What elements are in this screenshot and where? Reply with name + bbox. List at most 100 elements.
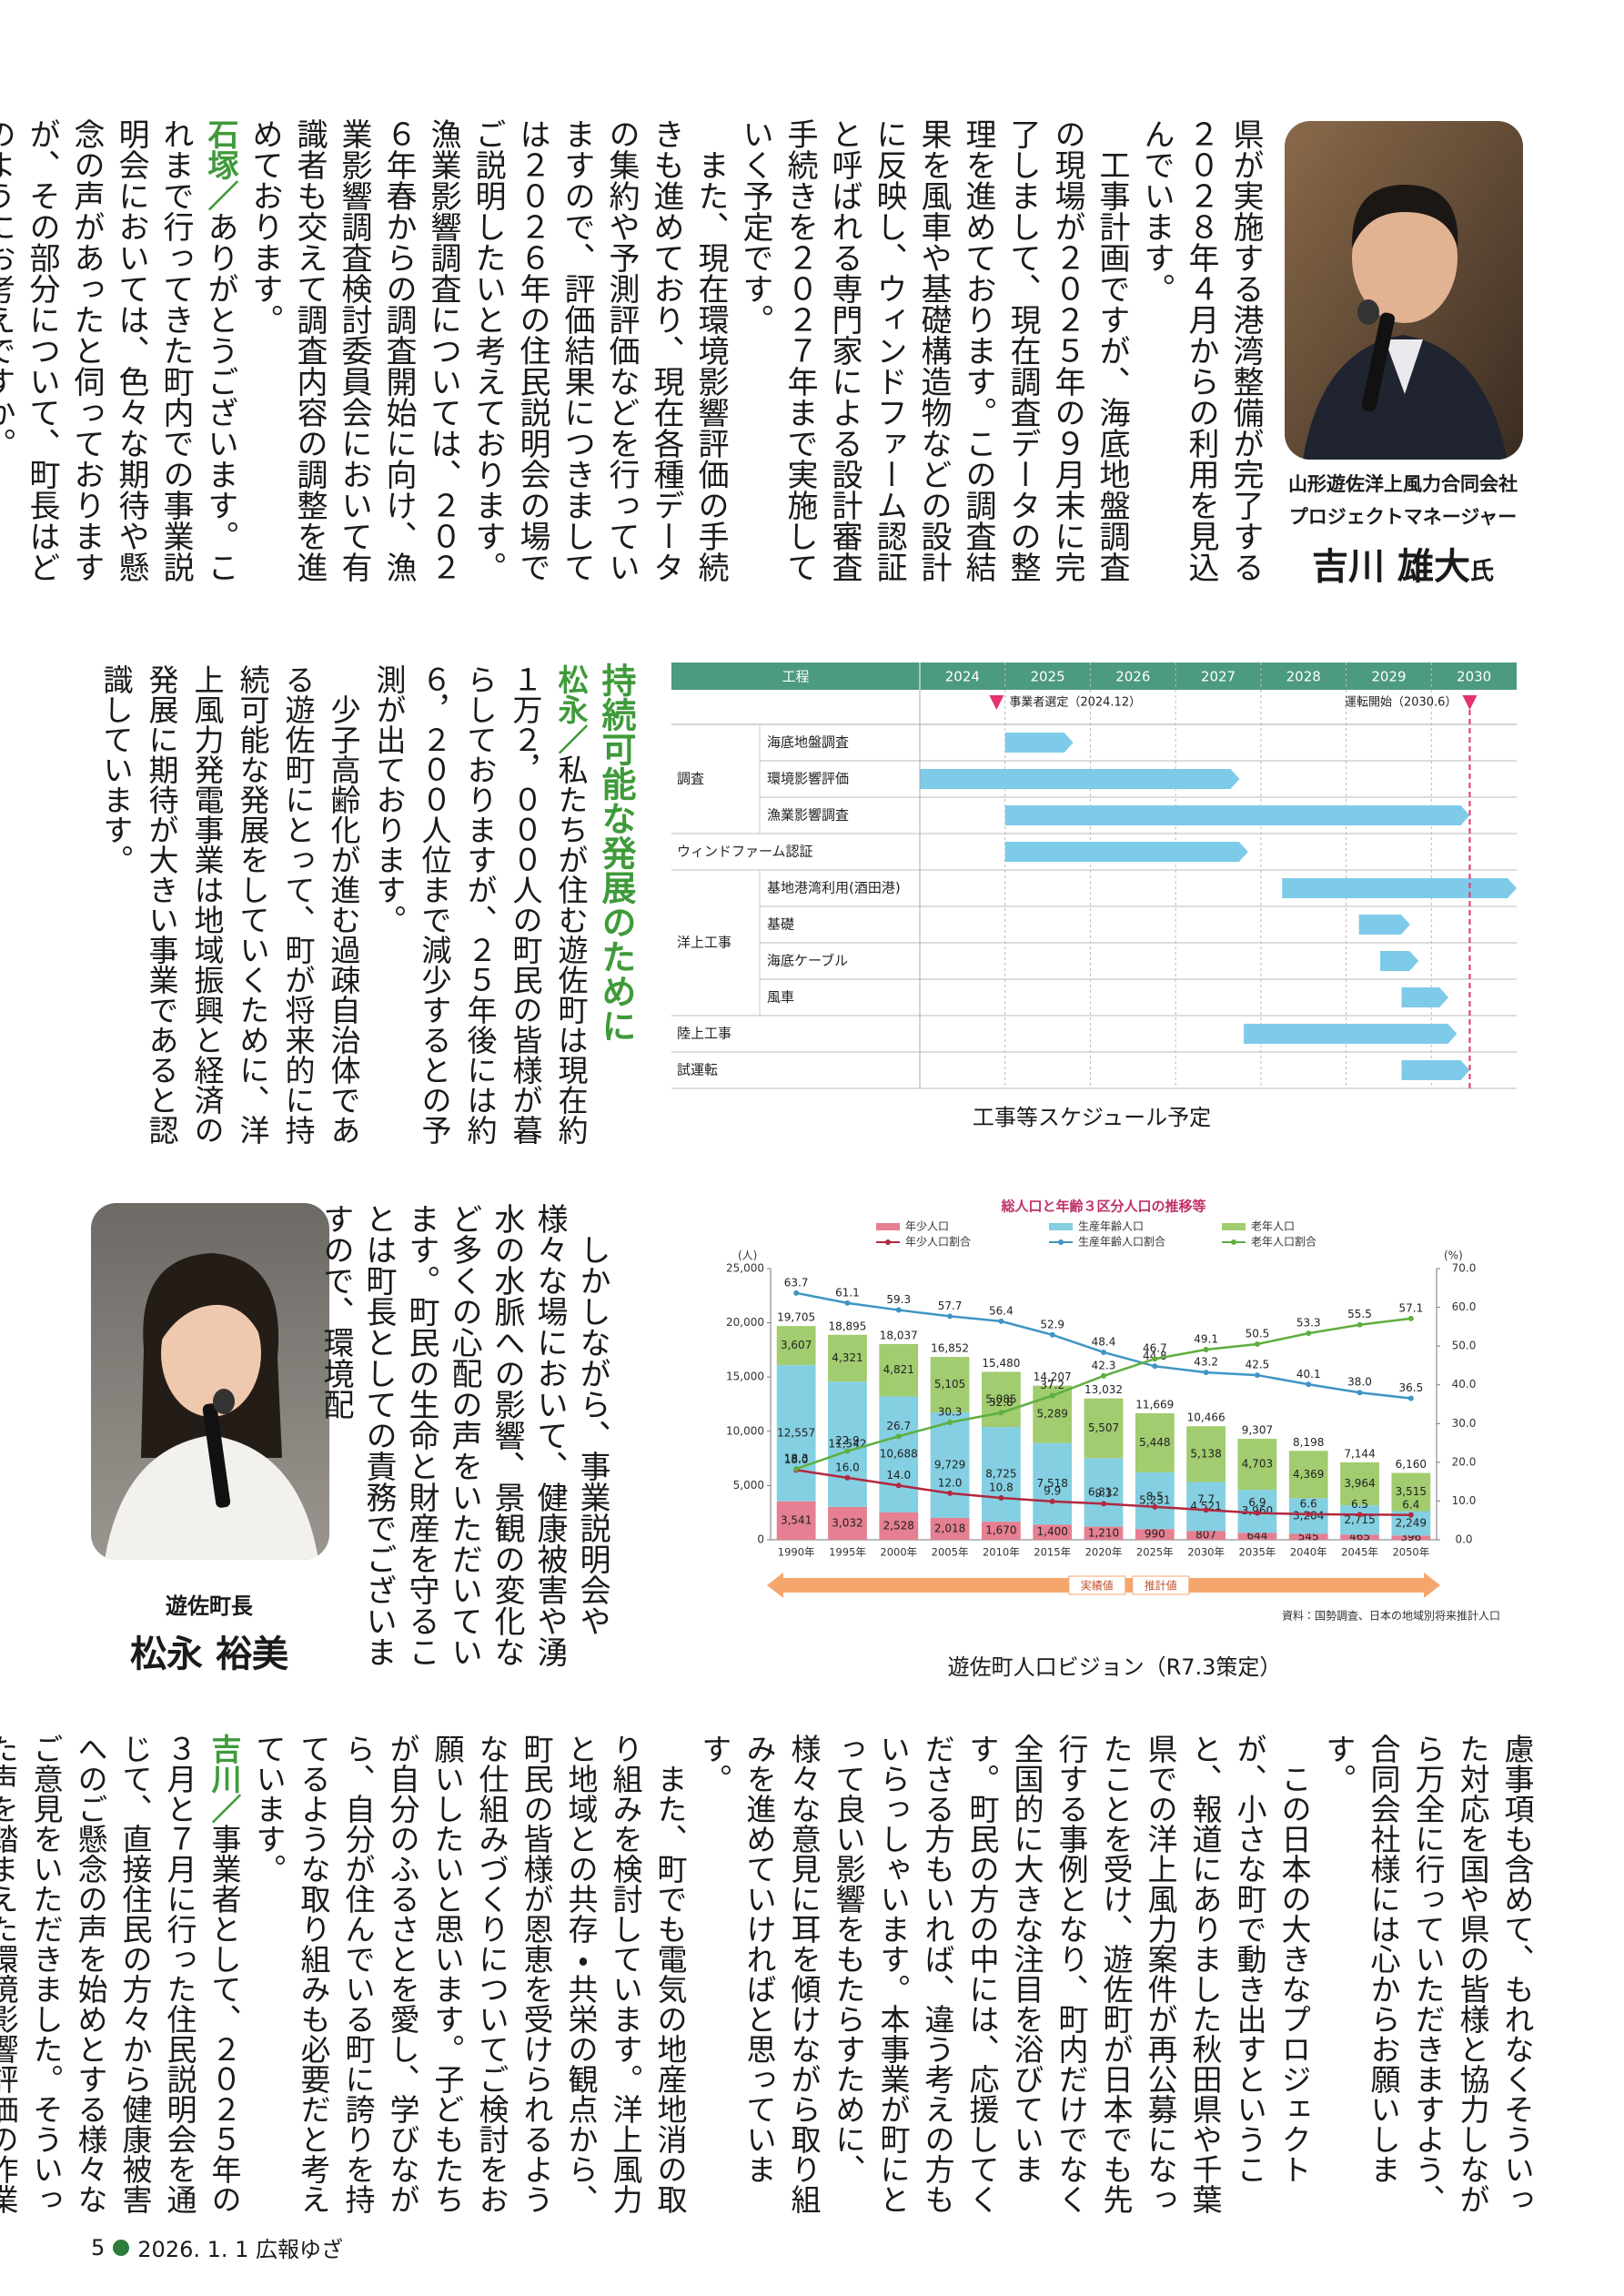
ratio-point (1049, 1392, 1055, 1399)
ratio-label: 16.0 (835, 1461, 860, 1473)
task-label: 漁業影響調査 (767, 807, 849, 824)
total-label: 19,705 (777, 1311, 815, 1324)
bar-value-label: 3,607 (781, 1339, 812, 1351)
y-unit: (人) (738, 1249, 757, 1262)
bar-segment (776, 1365, 816, 1502)
population-caption: 遊佐町人口ビジョン（R7.3策定） (947, 1654, 1282, 1680)
task-bar (1358, 915, 1410, 935)
ratio-point (998, 1318, 1004, 1324)
milestone-label: 運転開始（2030.6） (1345, 696, 1458, 710)
x-tick-label: 2025年 (1136, 1546, 1174, 1559)
legend-label: 生産年齢人口割合 (1078, 1236, 1165, 1249)
ratio-label: 18.0 (784, 1453, 809, 1466)
ratio-point (1357, 1321, 1363, 1328)
ratio-point (1203, 1370, 1209, 1376)
y2-tick-label: 40.0 (1452, 1378, 1477, 1391)
milestone-label: 事業者選定（2024.12） (1009, 695, 1141, 710)
ratio-point (947, 1313, 953, 1320)
bar-segment (1340, 1534, 1379, 1540)
x-tick-label: 2040年 (1290, 1546, 1327, 1559)
bar-value-label: 3,515 (1396, 1485, 1427, 1498)
y2-tick-label: 70.0 (1452, 1262, 1477, 1275)
bar-segment (1237, 1439, 1277, 1491)
milestone-marker (1462, 695, 1478, 710)
ratio-point (1306, 1330, 1312, 1337)
x-tick-label: 2035年 (1239, 1546, 1276, 1559)
bar-value-label: 5,085 (985, 1392, 1016, 1405)
paragraph: 石塚／ありがとうございます。これまで行ってきた町内での事業説明会においては、色々… (0, 118, 242, 586)
ratio-label: 37.2 (1040, 1379, 1064, 1391)
x-tick-label: 2020年 (1085, 1546, 1123, 1559)
task-bar (1401, 987, 1449, 1007)
year-label: 2030 (1457, 669, 1491, 685)
profile-name: 吉川 雄大 (1312, 546, 1470, 588)
ratio-point (895, 1433, 902, 1440)
schedule-chart: 工程 2024 2025 2026 2027 2028 2029 2030 調査 海底地盤調査環境… (671, 663, 1517, 1089)
bar-value-label: 5,448 (1139, 1436, 1170, 1449)
y-tick-label: 20,000 (726, 1316, 764, 1329)
year-label: 2029 (1371, 669, 1406, 685)
ratio-point (1254, 1372, 1260, 1379)
bar-value-label: 9,729 (934, 1458, 965, 1471)
ratio-label: 36.5 (1398, 1381, 1423, 1394)
bar-segment (1340, 1505, 1379, 1535)
ratio-point (895, 1307, 902, 1313)
ratio-label: 9.3 (1094, 1487, 1112, 1500)
legend-label: 老年人口 (1251, 1220, 1295, 1233)
period-box (1068, 1575, 1126, 1595)
bar-value-label: 3,964 (1344, 1477, 1375, 1490)
ratio-point (1203, 1346, 1209, 1352)
ratio-point (1407, 1315, 1414, 1321)
bar-value-label: 2,528 (883, 1519, 914, 1532)
bar-segment (828, 1381, 867, 1507)
section-heading: 持続可能な発展のために (596, 663, 636, 1043)
total-label: 15,480 (982, 1357, 1020, 1370)
ratio-label: 9.9 (1044, 1484, 1061, 1497)
ratio-point (1049, 1331, 1055, 1338)
bar-segment (1237, 1532, 1277, 1540)
y2-tick-label: 20.0 (1452, 1455, 1477, 1468)
ratio-point (844, 1448, 851, 1454)
bar-segment (879, 1512, 919, 1540)
bar-value-label: 2,018 (934, 1522, 965, 1534)
bar-segment (776, 1326, 816, 1366)
ratio-point (1101, 1349, 1106, 1355)
task-bar (1401, 1060, 1470, 1080)
legend-swatch (1049, 1223, 1073, 1230)
bar-value-label: 2,715 (1344, 1513, 1375, 1526)
y2-tick-label: 50.0 (1452, 1340, 1477, 1352)
bar-value-label: 3,541 (781, 1513, 812, 1526)
bar-value-label: 3,032 (832, 1516, 862, 1529)
group-label: 調査 (677, 771, 704, 787)
y2-tick-label: 10.0 (1452, 1494, 1477, 1507)
bar-segment (930, 1517, 970, 1540)
bar-segment (1186, 1426, 1226, 1482)
bar-value-label: 1,210 (1088, 1526, 1119, 1539)
bar-value-label: 6,312 (1088, 1485, 1119, 1498)
total-label: 6,160 (1396, 1458, 1427, 1471)
ratio-label: 6.9 (1248, 1496, 1266, 1509)
bar-segment (1135, 1529, 1175, 1540)
speaker: 石塚／ (202, 118, 238, 211)
total-label: 14,207 (1034, 1371, 1072, 1383)
bar-value-label: 4,369 (1293, 1468, 1324, 1481)
article-block: 県が実施する港湾整備が完了する２０２８年４月からの利用を見込んでいます。 工事計… (0, 118, 1267, 586)
bar-value-label: 5,105 (934, 1378, 965, 1391)
bar-value-label: 8,725 (985, 1468, 1016, 1481)
bar-segment (1288, 1533, 1328, 1540)
speaker: 松永／ (553, 664, 589, 754)
bar-segment (1033, 1442, 1073, 1525)
ratio-point (1152, 1356, 1158, 1362)
x-tick-label: 2015年 (1034, 1546, 1071, 1559)
bar-segment (1033, 1524, 1073, 1540)
legend-swatch (1222, 1223, 1246, 1230)
ratio-label: 32.8 (989, 1396, 1014, 1409)
ratio-label: 8.5 (1146, 1490, 1164, 1502)
bar-segment (1288, 1451, 1328, 1499)
bar-segment (1084, 1458, 1124, 1527)
ratio-label: 6.6 (1300, 1497, 1317, 1510)
ratio-point (1203, 1507, 1209, 1513)
ratio-label: 10.8 (989, 1482, 1014, 1494)
bar-segment (828, 1334, 867, 1382)
bar-value-label: 1,400 (1037, 1525, 1068, 1538)
